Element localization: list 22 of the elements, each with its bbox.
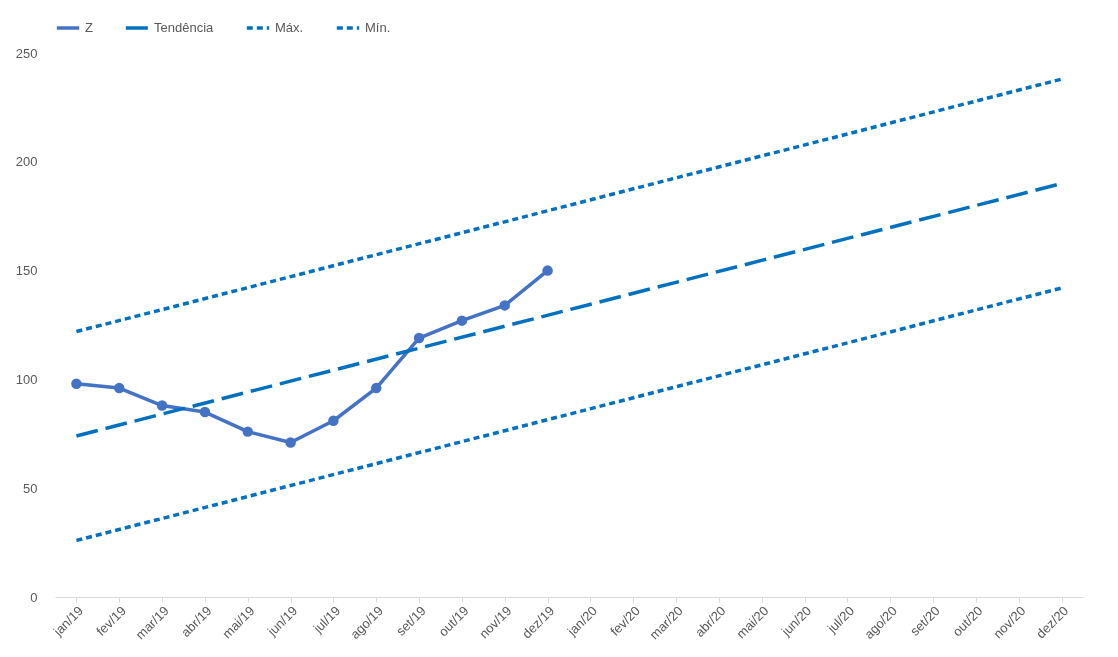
- point: [242, 426, 253, 437]
- legend-label: Tendência: [154, 20, 215, 35]
- legend-label: Mín.: [365, 20, 391, 35]
- y-tick-label: 150: [15, 263, 38, 279]
- legend-label: Máx.: [275, 20, 304, 35]
- point: [199, 406, 211, 418]
- point: [371, 382, 382, 394]
- y-tick-label: 200: [15, 154, 38, 170]
- point: [328, 415, 339, 426]
- point: [499, 300, 510, 311]
- point: [413, 332, 425, 344]
- y-tick-label: 50: [23, 480, 38, 496]
- point: [114, 382, 125, 394]
- point: [285, 437, 296, 448]
- point: [156, 400, 168, 411]
- y-tick-label: 0: [30, 589, 38, 605]
- point: [542, 265, 553, 276]
- point: [456, 315, 468, 326]
- y-tick-label: 100: [15, 371, 38, 387]
- point: [71, 378, 82, 389]
- y-tick-label: 250: [15, 45, 38, 61]
- legend-label: Z: [85, 20, 93, 35]
